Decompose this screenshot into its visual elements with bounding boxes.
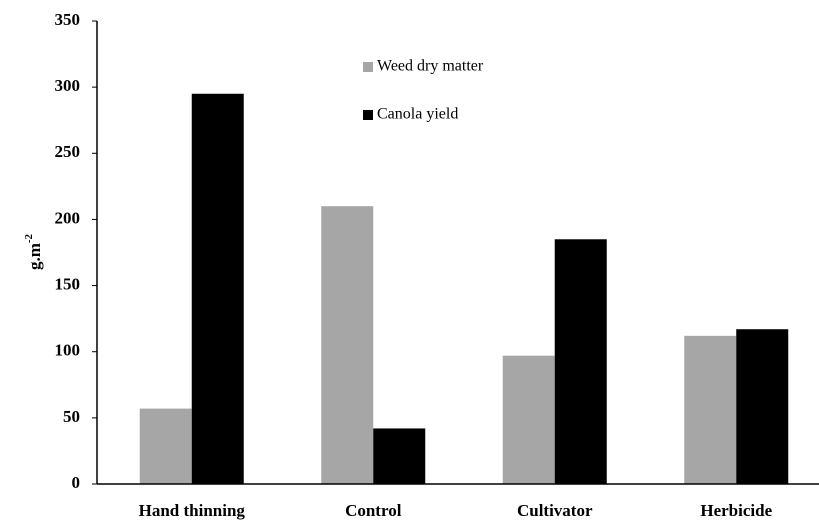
y-tick-label: 50 xyxy=(63,407,80,426)
legend-label: Canola yield xyxy=(377,106,458,123)
x-tick-label: Herbicide xyxy=(700,501,772,520)
legend-swatch xyxy=(363,110,373,120)
bar xyxy=(736,329,789,484)
legend-label: Weed dry matter xyxy=(377,58,484,75)
bar xyxy=(684,335,737,484)
bar xyxy=(502,355,555,484)
bar xyxy=(191,93,244,484)
y-axis-label-base: g.m xyxy=(25,243,44,270)
x-tick-label: Cultivator xyxy=(517,501,593,520)
x-tick-label: Control xyxy=(345,501,402,520)
y-axis-label-superscript: -2 xyxy=(23,233,35,243)
legend-swatch xyxy=(363,62,373,72)
bar xyxy=(554,239,607,484)
y-axis-label: g.m-2 xyxy=(23,233,44,270)
bar xyxy=(139,408,192,484)
bar xyxy=(321,206,374,484)
bar xyxy=(373,428,426,484)
y-tick-label: 150 xyxy=(55,274,81,293)
y-tick-label: 350 xyxy=(55,10,81,29)
x-tick-label: Hand thinning xyxy=(139,501,246,520)
y-tick-label: 200 xyxy=(55,208,81,227)
y-tick-label: 100 xyxy=(55,341,81,360)
y-tick-label: 250 xyxy=(55,142,81,161)
y-tick-label: 300 xyxy=(55,76,81,95)
y-tick-label: 0 xyxy=(72,473,81,492)
